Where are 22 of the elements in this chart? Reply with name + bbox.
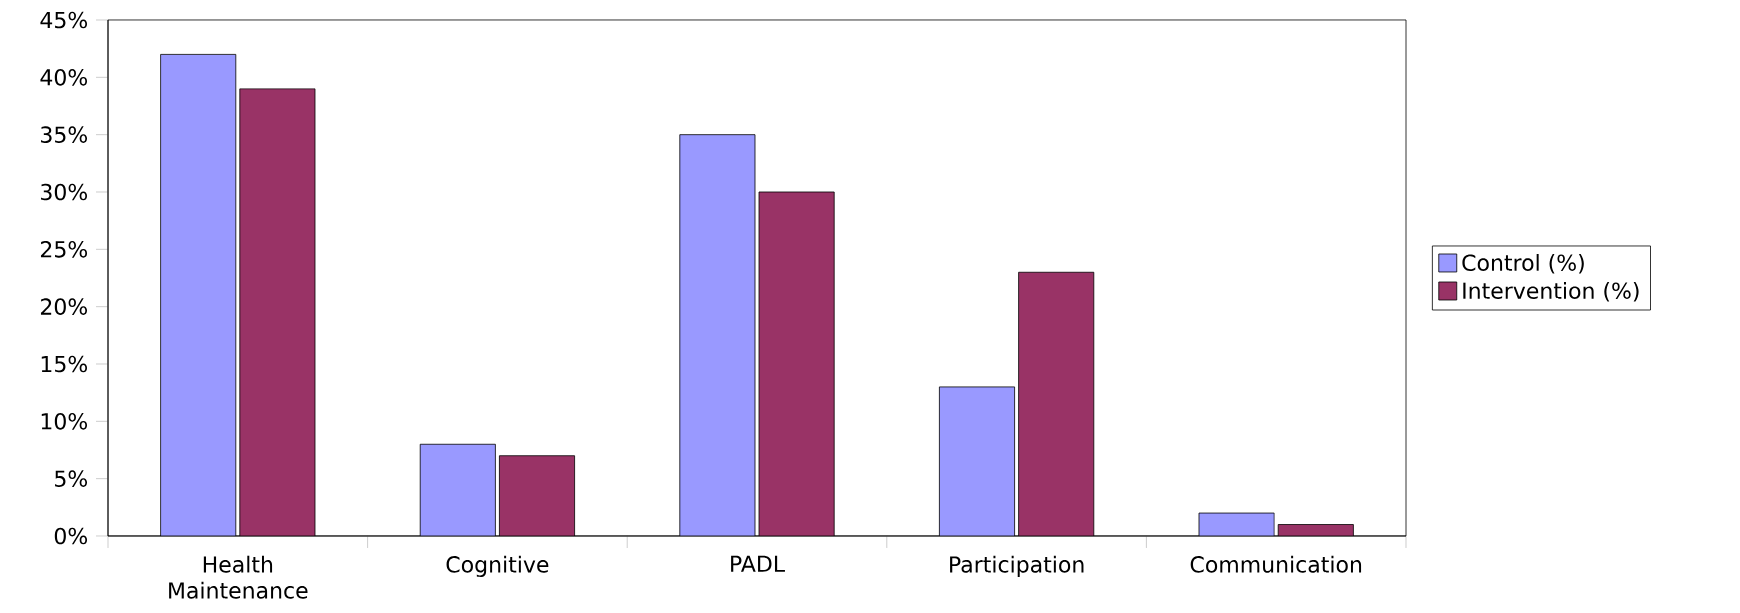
y-tick-label: 40% xyxy=(40,69,88,86)
x-tick-label: Participation xyxy=(950,555,1084,578)
x-tick-label: Health Maintenance xyxy=(169,555,308,599)
y-tick-label: 5% xyxy=(55,470,88,487)
bar xyxy=(1198,512,1275,536)
legend-label: Intervention (%) xyxy=(1463,281,1639,302)
y-tick-label: 0% xyxy=(54,527,88,545)
bar xyxy=(939,386,1015,536)
bar xyxy=(160,54,236,536)
x-tick-label: Cognitive xyxy=(446,555,549,578)
y-tick-label: 20% xyxy=(40,298,88,315)
x-tick-label: PADL xyxy=(731,555,785,572)
y-tick-label: 45% xyxy=(40,11,88,29)
y-tick-label: 10% xyxy=(41,413,88,430)
y-tick-label: 35% xyxy=(41,126,88,143)
bar xyxy=(679,134,755,536)
y-tick-label: 15% xyxy=(41,355,88,373)
x-tick-label: Communication xyxy=(1190,555,1362,573)
y-tick-label: 30% xyxy=(41,183,88,201)
bar xyxy=(420,444,496,536)
y-tick-label: 25% xyxy=(40,241,88,258)
legend-label: Control (%) xyxy=(1462,253,1584,274)
